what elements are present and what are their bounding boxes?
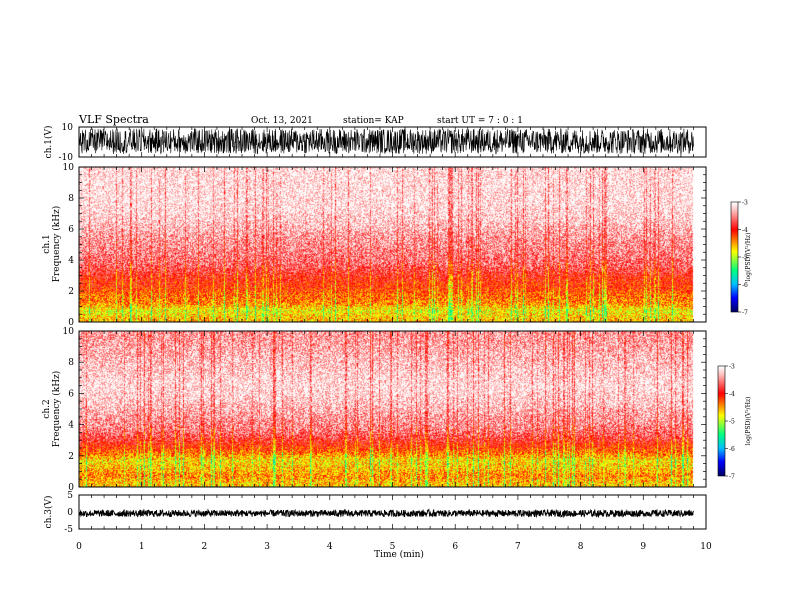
ch2-colorbar-label: log(PSD)(V²/Hz) xyxy=(745,397,752,446)
y-tick-label: 4 xyxy=(68,256,74,266)
ch2-colorbar xyxy=(718,366,725,476)
x-tick-label: 2 xyxy=(202,542,208,552)
colorbar-tick-label: -7 xyxy=(742,310,748,317)
x-tick-label: 8 xyxy=(578,542,584,552)
ch2-colorbar-ticks: -3 -4 -5 -6 -7 xyxy=(725,364,735,481)
figure-title: VLF Spectra xyxy=(78,113,149,126)
colorbar-tick-label: -7 xyxy=(729,474,735,481)
ch1-xticks xyxy=(78,127,707,157)
colorbar-tick-label: -4 xyxy=(742,227,748,234)
y-tick-label: 8 xyxy=(68,194,74,204)
ch1-colorbar xyxy=(731,202,738,312)
colorbar-tick-label: -4 xyxy=(729,391,735,398)
y-tick-label: 0 xyxy=(68,483,74,493)
y-tick-label: 10 xyxy=(63,327,75,337)
ch2-spectrogram-xticks xyxy=(78,331,707,487)
x-tick-label: 1 xyxy=(139,542,145,552)
ch3-waveform-trace xyxy=(79,508,694,519)
ch1-spectrogram-xticks xyxy=(78,167,707,322)
ch3-xticks xyxy=(78,495,707,529)
y-tick-label: 4 xyxy=(68,421,74,431)
ch2-spectrogram-ylabel-b: Frequency (kHz) xyxy=(51,371,62,448)
waveform-line xyxy=(79,127,694,155)
date-label: Oct. 13, 2021 xyxy=(251,116,313,126)
y-tick-label: 2 xyxy=(68,287,74,297)
colorbar-tick-label: -6 xyxy=(742,282,748,289)
colorbar-tick-label: -5 xyxy=(742,255,748,262)
ch1-spectrogram-ylabel-b: Frequency (kHz) xyxy=(51,206,62,283)
ch2-spectrogram-yticks: 0 2 4 6 8 10 xyxy=(63,327,706,493)
colorbar-tick-label: -3 xyxy=(729,364,735,371)
waveform-line xyxy=(79,508,694,519)
x-tick-label: 4 xyxy=(327,542,333,552)
ch3-ytick-mid: 0 xyxy=(67,508,73,518)
start-time-label: start UT = 7 : 0 : 1 xyxy=(437,116,523,126)
y-tick-label: 8 xyxy=(68,358,74,368)
ch1-colorbar-ticks: -3 -4 -5 -6 -7 xyxy=(738,200,748,317)
ch2-spectrogram-image xyxy=(79,331,706,487)
x-tick-label: 9 xyxy=(640,542,646,552)
x-tick-label: 3 xyxy=(264,542,270,552)
y-tick-label: 0 xyxy=(68,318,74,328)
x-tick-labels: 0 1 2 3 4 5 6 7 8 9 10 xyxy=(76,542,712,552)
colorbar-tick-label: -5 xyxy=(729,419,735,426)
ch3-ylabel: ch.3(V) xyxy=(43,496,54,529)
ch3-ytick-bottom: -5 xyxy=(64,525,73,535)
x-tick-label: 5 xyxy=(390,542,396,552)
y-tick-label: 6 xyxy=(68,225,74,235)
x-tick-label: 10 xyxy=(700,542,712,552)
x-tick-label: 7 xyxy=(515,542,521,552)
y-tick-label: 6 xyxy=(68,389,74,399)
ch2-spectrogram-ylabel-a: ch.2 xyxy=(42,399,52,418)
ch1-ylabel: ch.1(V) xyxy=(43,126,54,159)
ch1-colorbar-label: log(PSD)(V²/Hz) xyxy=(745,233,752,282)
ch1-waveform-trace xyxy=(79,127,694,155)
y-tick-label: 2 xyxy=(68,452,74,462)
station-label: station= KAP xyxy=(343,116,404,126)
ch1-ytick-top: 10 xyxy=(62,123,74,133)
x-axis-label: Time (min) xyxy=(374,549,424,560)
ch3-waveform-panel: 5 0 -5 ch.3(V) xyxy=(43,491,707,535)
y-tick-label: 10 xyxy=(63,163,75,173)
colorbar-tick-label: -3 xyxy=(742,200,748,207)
x-tick-label: 0 xyxy=(76,542,82,552)
ch3-ytick-top: 5 xyxy=(67,491,73,501)
ch1-ytick-bottom: -10 xyxy=(59,153,74,163)
x-tick-label: 6 xyxy=(452,542,458,552)
ch1-spectrogram-yticks: 0 2 4 6 8 10 xyxy=(63,163,706,328)
ch1-spectrogram-image xyxy=(79,167,706,322)
ch1-spectrogram-ylabel-a: ch.1 xyxy=(42,234,52,253)
ch1-waveform-panel: 10 -10 ch.1(V) xyxy=(43,123,707,163)
colorbar-tick-label: -6 xyxy=(729,446,735,453)
